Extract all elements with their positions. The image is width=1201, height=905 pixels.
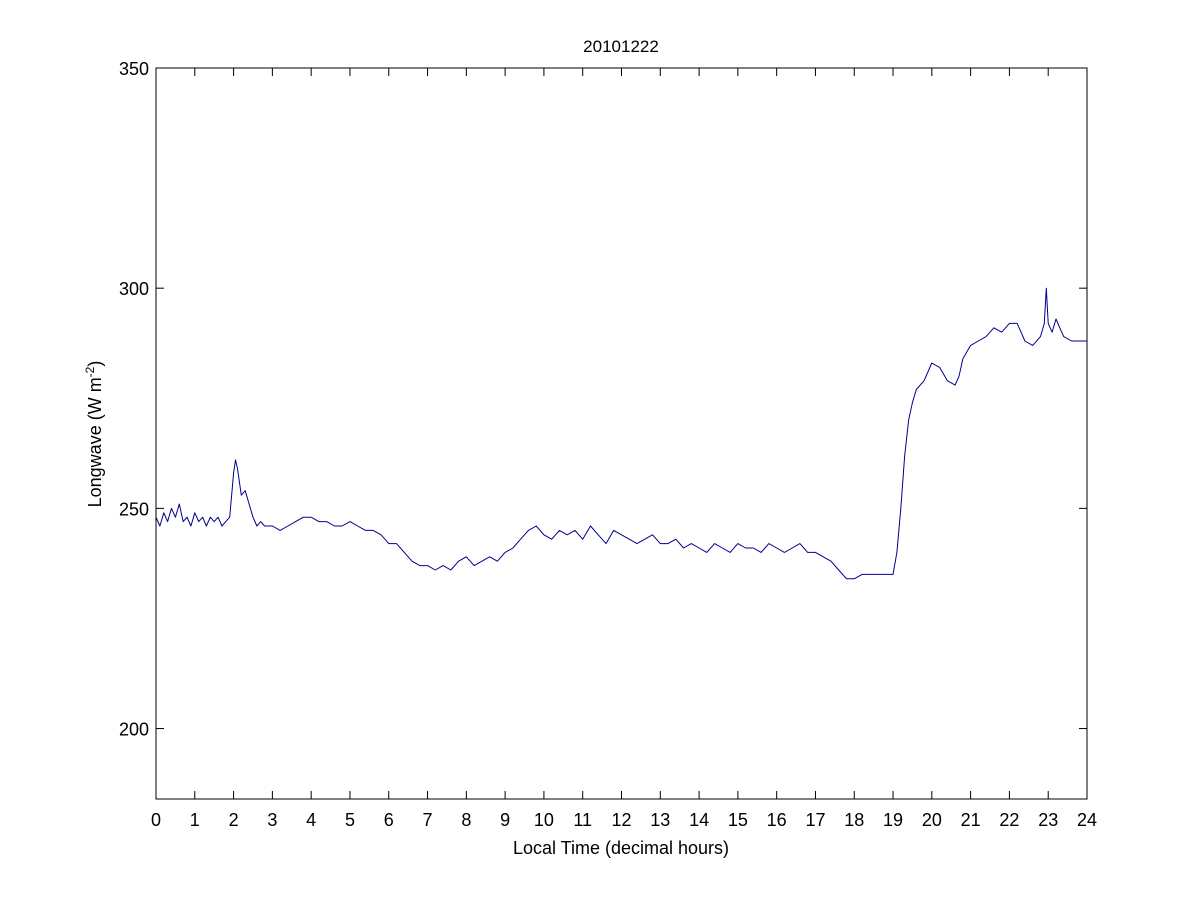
x-tick-label: 10: [534, 810, 554, 830]
y-tick-label: 200: [119, 720, 149, 740]
x-axis-label: Local Time (decimal hours): [513, 838, 729, 858]
y-tick-label: 250: [119, 499, 149, 519]
chart-title: 20101222: [583, 37, 659, 56]
plot-frame: [155, 67, 1088, 800]
x-tick-label: 12: [611, 810, 631, 830]
x-tick-label: 14: [689, 810, 709, 830]
x-tick-label: 21: [961, 810, 981, 830]
x-tick-label: 6: [384, 810, 394, 830]
y-tick-label: 350: [119, 59, 149, 79]
y-axis-label: Longwave (W m-2): [83, 361, 105, 508]
x-tick-label: 1: [190, 810, 200, 830]
x-tick-label: 2: [229, 810, 239, 830]
series-group: [155, 287, 1087, 580]
x-tick-label: 16: [767, 810, 787, 830]
x-tick-label: 8: [461, 810, 471, 830]
plot-area: [156, 68, 1087, 799]
x-tick-label: 22: [999, 810, 1019, 830]
x-tick-label: 23: [1038, 810, 1058, 830]
x-tick-label: 17: [805, 810, 825, 830]
x-tick-label: 19: [883, 810, 903, 830]
x-tick-label: 18: [844, 810, 864, 830]
x-tick-label: 5: [345, 810, 355, 830]
axis-tick-labels: 0 1 2 3 4 5 6 7 8 9 10 11 12 13 14 15 16 17 18 19 20 21 22 23 24…: [119, 59, 1097, 830]
x-tick-label: 0: [151, 810, 161, 830]
y-tick-label: 300: [119, 279, 149, 299]
x-tick-label: 15: [728, 810, 748, 830]
x-tick-label: 7: [423, 810, 433, 830]
x-tick-label: 3: [267, 810, 277, 830]
x-tick-label: 24: [1077, 810, 1097, 830]
y-axis-label-close: ): [85, 361, 105, 367]
x-tick-label: 13: [650, 810, 670, 830]
x-tick-label: 4: [306, 810, 316, 830]
series-line: [155, 287, 1087, 580]
x-tick-label: 11: [573, 810, 592, 830]
y-axis-label-superscript: -2: [83, 366, 97, 377]
x-tick-label: 9: [500, 810, 510, 830]
y-axis-label-main: Longwave (W m: [85, 377, 105, 507]
x-tick-label: 20: [922, 810, 942, 830]
